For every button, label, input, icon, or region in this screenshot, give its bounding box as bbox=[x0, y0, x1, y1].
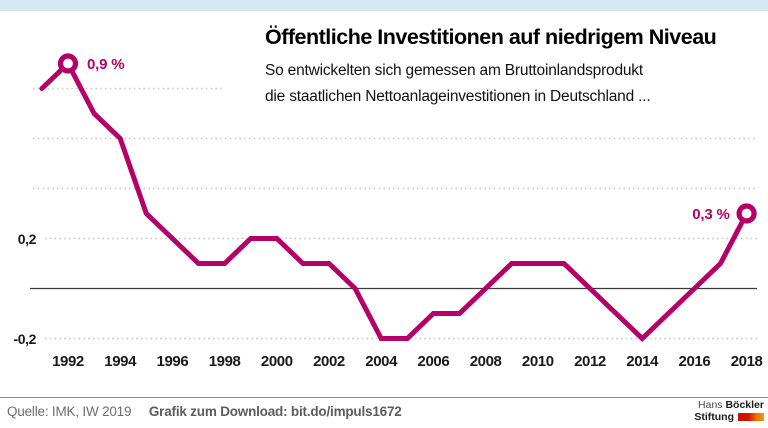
x-axis-tick-label: 1992 bbox=[52, 353, 84, 370]
chart-header: Öffentliche Investitionen auf niedrigem … bbox=[265, 24, 745, 110]
chart-subtitle: So entwickelten sich gemessen am Bruttoi… bbox=[265, 58, 745, 110]
logo-boeckler: Böckler bbox=[725, 399, 764, 411]
x-axis-tick-label: 2000 bbox=[261, 353, 293, 370]
x-axis-tick-label: 2016 bbox=[679, 353, 711, 370]
data-point-label: 0,3 % bbox=[692, 206, 729, 223]
x-axis-tick-label: 1994 bbox=[104, 353, 137, 370]
footer-divider bbox=[0, 397, 768, 398]
subtitle-line-1: So entwickelten sich gemessen am Bruttoi… bbox=[265, 62, 643, 79]
x-axis-tick-label: 1998 bbox=[209, 353, 241, 370]
logo-line-1: Hans Böckler bbox=[694, 399, 764, 412]
x-axis-tick-label: 2008 bbox=[470, 353, 502, 370]
top-accent-bar bbox=[0, 0, 768, 11]
subtitle-line-2: die staatlichen Nettoanlageinvestitionen… bbox=[265, 88, 651, 105]
download-text: Grafik zum Download: bit.do/impuls1672 bbox=[148, 404, 402, 419]
hbs-logo: Hans Böckler Stiftung bbox=[694, 399, 764, 424]
logo-hans: Hans bbox=[698, 399, 723, 411]
x-axis-tick-label: 2012 bbox=[574, 353, 606, 370]
y-axis-tick-label: 0,2 bbox=[18, 231, 37, 247]
logo-bar bbox=[738, 412, 764, 421]
x-axis-tick-label: 2002 bbox=[313, 353, 345, 370]
x-axis-tick-label: 2010 bbox=[522, 353, 554, 370]
source-text: Quelle: IMK, IW 2019 bbox=[7, 404, 132, 419]
x-axis-tick-label: 2006 bbox=[418, 353, 450, 370]
x-axis-tick-label: 2014 bbox=[626, 353, 659, 370]
y-axis-tick-label: -0,2 bbox=[13, 331, 36, 347]
data-point-marker bbox=[57, 53, 79, 74]
data-point-label: 0,9 % bbox=[87, 56, 124, 73]
x-axis-tick-label: 2004 bbox=[365, 353, 398, 370]
x-axis-tick-label: 1996 bbox=[157, 353, 189, 370]
line-chart: 0,2 -0,2 1992 1994 1996 1998 2000 2002 2004 2006 2… bbox=[13, 53, 763, 370]
data-point-marker bbox=[736, 203, 757, 224]
logo-line-2: Stiftung bbox=[694, 410, 764, 424]
page-title: Öffentliche Investitionen auf niedrigem … bbox=[265, 25, 717, 49]
data-line bbox=[39, 59, 750, 342]
footer: Quelle: IMK, IW 2019 Grafik zum Download… bbox=[7, 404, 402, 419]
x-axis-tick-label: 2018 bbox=[731, 353, 763, 370]
logo-stiftung: Stiftung bbox=[694, 410, 734, 423]
